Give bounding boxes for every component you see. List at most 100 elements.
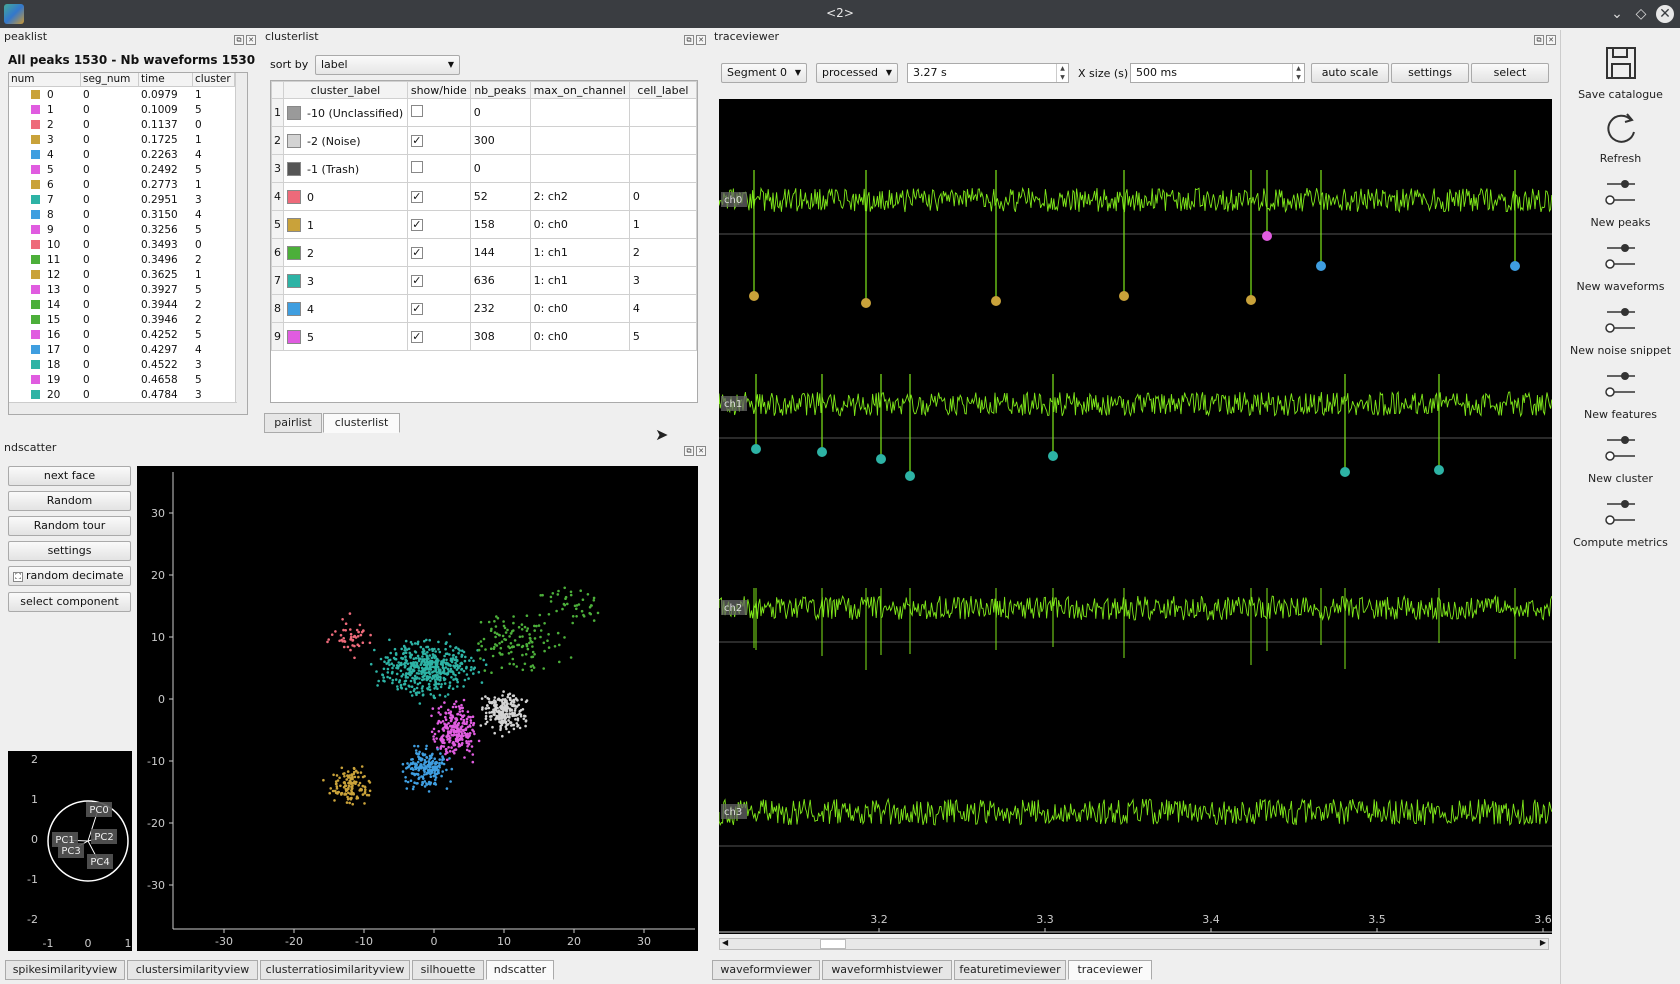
show-hide-checkbox[interactable]: ✓: [410, 134, 423, 147]
sort-select[interactable]: label ▼: [315, 55, 460, 75]
table-row[interactable]: 5 1 ✓ 158 0: ch0 1: [271, 210, 698, 239]
toolbar-new-peaks-button[interactable]: New peaks: [1563, 172, 1678, 229]
scroll-right-icon[interactable]: ▶: [1539, 938, 1546, 947]
table-row[interactable]: 20 0 0.4784 3: [9, 387, 247, 402]
tab-clusterlist[interactable]: clusterlist: [323, 413, 400, 433]
table-row[interactable]: 1 -10 (Unclassified) 0: [271, 98, 698, 127]
cluster-color-swatch[interactable]: [287, 217, 301, 232]
table-row[interactable]: 0 0 0.0979 1: [9, 87, 247, 102]
table-row[interactable]: 7 0 0.2951 3: [9, 192, 247, 207]
dock-close-icon[interactable]: ✕: [696, 35, 706, 45]
table-row[interactable]: 6 2 ✓ 144 1: ch1 2: [271, 238, 698, 267]
cluster-color-swatch[interactable]: [287, 273, 301, 288]
show-hide-checkbox[interactable]: ✓: [410, 190, 423, 203]
undock-icon[interactable]: ⧉: [684, 35, 694, 45]
xsize-spinbox[interactable]: 500 ms ▲ ▼: [1130, 63, 1305, 83]
table-row[interactable]: 2 0 0.1137 0: [9, 117, 247, 132]
table-row[interactable]: 8 4 ✓ 232 0: ch0 4: [271, 294, 698, 323]
select-component-button[interactable]: select component: [8, 592, 131, 612]
maximize-icon[interactable]: ◇: [1635, 6, 1647, 22]
random-decimate-toggle[interactable]: ⛶ random decimate: [8, 566, 131, 586]
bottom-tab-clusterratiosimilarityview[interactable]: clusterratiosimilarityview: [260, 960, 410, 980]
table-row[interactable]: 7 3 ✓ 636 1: ch1 3: [271, 266, 698, 295]
cluster-col-header[interactable]: max_on_channel: [529, 81, 630, 99]
random-tour-button[interactable]: Random tour: [8, 516, 131, 536]
cluster-color-swatch[interactable]: [287, 105, 301, 120]
tab-pairlist[interactable]: pairlist: [264, 413, 322, 433]
table-row[interactable]: 19 0 0.4658 5: [9, 372, 247, 387]
table-row[interactable]: 8 0 0.3150 4: [9, 207, 247, 222]
cluster-color-swatch[interactable]: [287, 189, 301, 204]
minimize-icon[interactable]: ⌄: [1611, 6, 1623, 22]
trace-hscroll[interactable]: ◀ ▶: [719, 938, 1549, 950]
dock-close-icon[interactable]: ✕: [246, 35, 256, 45]
ndscatter-plot[interactable]: -30 -20 -10 0 10 20 30 30 20 10 0 -10 -20 -30: [137, 466, 698, 951]
toolbar-new-features-button[interactable]: New features: [1563, 364, 1678, 421]
show-hide-checkbox[interactable]: [410, 161, 423, 173]
spin-arrows-icon[interactable]: ▲ ▼: [1292, 64, 1304, 82]
peaklist-col-header[interactable]: num: [9, 73, 81, 86]
table-row[interactable]: 13 0 0.3927 5: [9, 282, 247, 297]
cluster-color-swatch[interactable]: [287, 301, 301, 316]
bottom-tab-featuretimeviewer[interactable]: featuretimeviewer: [954, 960, 1066, 980]
table-row[interactable]: 4 0 ✓ 52 2: ch2 0: [271, 182, 698, 211]
signal-mode-select[interactable]: processed ▼: [816, 63, 898, 83]
table-row[interactable]: 14 0 0.3944 2: [9, 297, 247, 312]
cluster-color-swatch[interactable]: [287, 329, 301, 344]
undock-icon[interactable]: ⧉: [684, 446, 694, 456]
bottom-tab-silhouette[interactable]: silhouette: [412, 960, 484, 980]
next-face-button[interactable]: next face: [8, 466, 131, 486]
show-hide-checkbox[interactable]: ✓: [410, 218, 423, 231]
toolbar-new-waveforms-button[interactable]: New waveforms: [1563, 236, 1678, 293]
toolbar-new-cluster-button[interactable]: New cluster: [1563, 428, 1678, 485]
dock-close-icon[interactable]: ✕: [696, 446, 706, 456]
peaklist-col-header[interactable]: time: [139, 73, 193, 86]
cluster-col-header[interactable]: cell_label: [628, 81, 698, 99]
toolbar-refresh-button[interactable]: Refresh: [1563, 108, 1678, 165]
bottom-tab-spikesimilarityview[interactable]: spikesimilarityview: [5, 960, 125, 980]
time-spinbox[interactable]: 3.27 s ▲ ▼: [907, 63, 1069, 83]
bottom-tab-ndscatter[interactable]: ndscatter: [486, 960, 554, 980]
scroll-left-icon[interactable]: ◀: [722, 938, 729, 947]
show-hide-checkbox[interactable]: [410, 105, 423, 117]
table-row[interactable]: 18 0 0.4522 3: [9, 357, 247, 372]
undock-icon[interactable]: ⧉: [1534, 35, 1544, 45]
pc-projection-plot[interactable]: 2 1 0 -1 -2 -1 0 1 PC0 PC1 PC2 PC3 PC4: [8, 751, 132, 951]
table-row[interactable]: 9 0 0.3256 5: [9, 222, 247, 237]
bottom-tab-clustersimilarityview[interactable]: clustersimilarityview: [127, 960, 258, 980]
auto-scale-button[interactable]: auto scale: [1311, 63, 1389, 83]
cluster-table[interactable]: cluster_label show/hide nb_peaks max_on_cha…: [270, 80, 698, 403]
peaklist-table[interactable]: num seg_num time cluster 0 0 0.0979 1 1 0 0.1009 5…: [8, 72, 248, 415]
table-row[interactable]: 5 0 0.2492 5: [9, 162, 247, 177]
table-row[interactable]: 16 0 0.4252 5: [9, 327, 247, 342]
spin-arrows-icon[interactable]: ▲ ▼: [1056, 64, 1068, 82]
show-hide-checkbox[interactable]: ✓: [410, 330, 423, 343]
segment-select[interactable]: Segment 0 ▼: [721, 63, 807, 83]
toolbar-compute-metrics-button[interactable]: Compute metrics: [1563, 492, 1678, 549]
toolbar-new-noise-snippet-button[interactable]: New noise snippet: [1563, 300, 1678, 357]
dock-close-icon[interactable]: ✕: [1546, 35, 1556, 45]
close-icon[interactable]: ✕: [1656, 5, 1674, 23]
settings-button[interactable]: settings: [8, 541, 131, 561]
table-row[interactable]: 15 0 0.3946 2: [9, 312, 247, 327]
table-row[interactable]: 1 0 0.1009 5: [9, 102, 247, 117]
show-hide-checkbox[interactable]: ✓: [410, 274, 423, 287]
table-row[interactable]: 17 0 0.4297 4: [9, 342, 247, 357]
trace-settings-button[interactable]: settings: [1391, 63, 1469, 83]
table-row[interactable]: 10 0 0.3493 0: [9, 237, 247, 252]
cluster-color-swatch[interactable]: [287, 245, 301, 260]
show-hide-checkbox[interactable]: ✓: [410, 302, 423, 315]
show-hide-checkbox[interactable]: ✓: [410, 246, 423, 259]
peaklist-hscroll[interactable]: [9, 402, 237, 414]
table-row[interactable]: 4 0 0.2263 4: [9, 147, 247, 162]
peaklist-col-header[interactable]: seg_num: [81, 73, 139, 86]
undock-icon[interactable]: ⧉: [234, 35, 244, 45]
cluster-col-header[interactable]: show/hide: [406, 81, 471, 99]
trace-plot[interactable]: ch0 ch1 ch2 ch3 3.2 3.3 3.4 3.5 3.6: [719, 99, 1552, 934]
table-row[interactable]: 6 0 0.2773 1: [9, 177, 247, 192]
scroll-handle[interactable]: [820, 939, 846, 949]
bottom-tab-traceviewer[interactable]: traceviewer: [1068, 960, 1152, 980]
toolbar-save-catalogue-button[interactable]: Save catalogue: [1563, 44, 1678, 101]
table-row[interactable]: 11 0 0.3496 2: [9, 252, 247, 267]
table-row[interactable]: 3 -1 (Trash) 0: [271, 154, 698, 183]
